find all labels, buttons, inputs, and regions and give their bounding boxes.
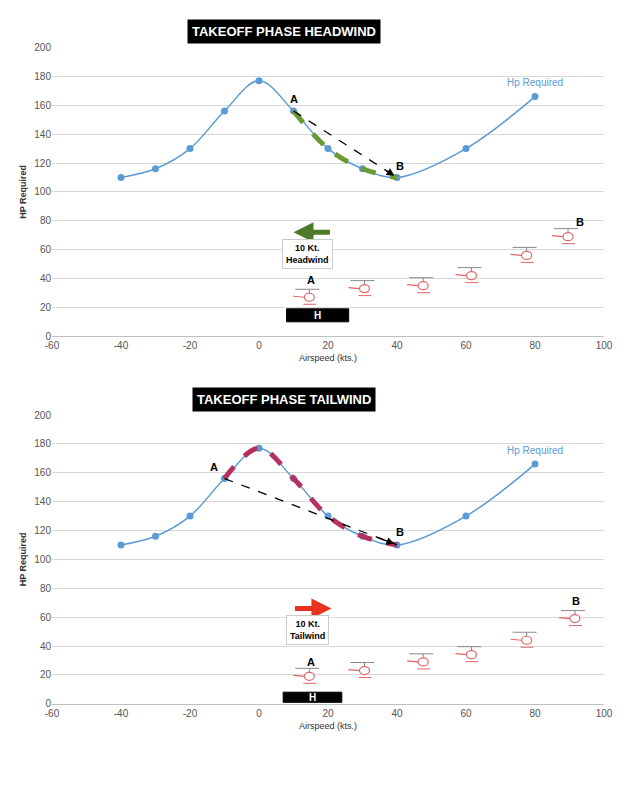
svg-text:80: 80 bbox=[529, 708, 541, 719]
svg-text:A: A bbox=[307, 656, 315, 668]
svg-text:-20: -20 bbox=[183, 340, 198, 351]
svg-text:HP Required: HP Required bbox=[18, 165, 28, 219]
svg-text:80: 80 bbox=[40, 583, 52, 594]
svg-text:20: 20 bbox=[40, 302, 52, 313]
svg-text:120: 120 bbox=[34, 158, 51, 169]
svg-text:20: 20 bbox=[40, 669, 52, 680]
svg-text:40: 40 bbox=[391, 708, 403, 719]
svg-text:140: 140 bbox=[34, 129, 51, 140]
svg-text:0: 0 bbox=[256, 708, 262, 719]
svg-text:40: 40 bbox=[40, 273, 52, 284]
svg-text:H: H bbox=[314, 310, 321, 321]
svg-text:180: 180 bbox=[34, 71, 51, 82]
svg-text:10 Kt.Headwind: 10 Kt.Headwind bbox=[286, 243, 329, 265]
svg-text:160: 160 bbox=[34, 100, 51, 111]
svg-text:180: 180 bbox=[34, 438, 51, 449]
svg-text:160: 160 bbox=[34, 467, 51, 478]
svg-text:100: 100 bbox=[34, 554, 51, 565]
svg-text:0: 0 bbox=[256, 340, 262, 351]
svg-text:100: 100 bbox=[34, 186, 51, 197]
svg-text:60: 60 bbox=[40, 612, 52, 623]
svg-text:B: B bbox=[396, 526, 404, 538]
svg-text:140: 140 bbox=[34, 496, 51, 507]
svg-text:100: 100 bbox=[596, 708, 613, 719]
svg-text:100: 100 bbox=[596, 340, 613, 351]
svg-text:120: 120 bbox=[34, 525, 51, 536]
svg-text:-60: -60 bbox=[45, 708, 60, 719]
svg-text:H: H bbox=[309, 692, 316, 703]
svg-text:20: 20 bbox=[322, 708, 334, 719]
svg-text:60: 60 bbox=[40, 244, 52, 255]
svg-text:B: B bbox=[396, 160, 404, 172]
svg-text:-40: -40 bbox=[114, 708, 129, 719]
svg-text:-60: -60 bbox=[45, 340, 60, 351]
svg-text:10 Kt.Tailwind: 10 Kt.Tailwind bbox=[290, 619, 325, 641]
svg-text:200: 200 bbox=[34, 410, 51, 421]
svg-text:Hp Required: Hp Required bbox=[507, 77, 563, 88]
svg-text:0: 0 bbox=[45, 698, 51, 709]
svg-text:-20: -20 bbox=[183, 708, 198, 719]
svg-text:TAKEOFF PHASE HEADWIND: TAKEOFF PHASE HEADWIND bbox=[192, 24, 376, 39]
svg-text:B: B bbox=[572, 595, 580, 607]
svg-text:A: A bbox=[290, 93, 298, 105]
svg-text:60: 60 bbox=[460, 340, 472, 351]
svg-text:60: 60 bbox=[460, 708, 472, 719]
svg-text:20: 20 bbox=[322, 340, 334, 351]
svg-text:80: 80 bbox=[529, 340, 541, 351]
svg-text:40: 40 bbox=[40, 641, 52, 652]
svg-text:0: 0 bbox=[45, 331, 51, 342]
svg-text:-40: -40 bbox=[114, 340, 129, 351]
svg-text:Hp Required: Hp Required bbox=[507, 445, 563, 456]
svg-text:80: 80 bbox=[40, 215, 52, 226]
svg-text:TAKEOFF PHASE TAILWIND: TAKEOFF PHASE TAILWIND bbox=[197, 392, 371, 407]
svg-text:B: B bbox=[576, 216, 584, 228]
svg-text:40: 40 bbox=[391, 340, 403, 351]
svg-text:200: 200 bbox=[34, 42, 51, 53]
svg-text:Airspeed (kts.): Airspeed (kts.) bbox=[299, 353, 357, 363]
svg-text:Airspeed (kts.): Airspeed (kts.) bbox=[299, 721, 357, 731]
svg-text:A: A bbox=[210, 461, 218, 473]
svg-text:A: A bbox=[307, 274, 315, 286]
svg-text:HP Required: HP Required bbox=[18, 532, 28, 586]
